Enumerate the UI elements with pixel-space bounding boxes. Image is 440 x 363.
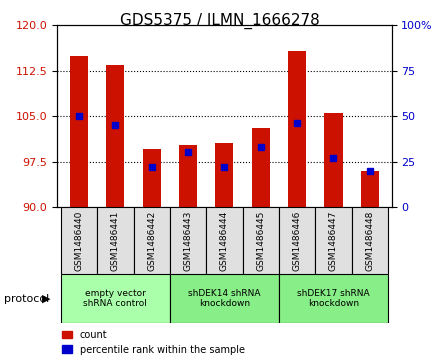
FancyBboxPatch shape: [170, 207, 206, 274]
Bar: [361, 171, 379, 207]
FancyBboxPatch shape: [61, 207, 97, 274]
Bar: [106, 65, 125, 207]
FancyBboxPatch shape: [206, 207, 242, 274]
Text: GSM1486444: GSM1486444: [220, 211, 229, 270]
Bar: [143, 150, 161, 207]
FancyBboxPatch shape: [97, 207, 133, 274]
Text: GSM1486447: GSM1486447: [329, 210, 338, 271]
FancyBboxPatch shape: [279, 207, 315, 274]
Legend: count, percentile rank within the sample: count, percentile rank within the sample: [62, 330, 245, 355]
Text: GSM1486446: GSM1486446: [293, 210, 301, 271]
FancyBboxPatch shape: [315, 207, 352, 274]
Bar: [288, 51, 306, 207]
FancyBboxPatch shape: [133, 207, 170, 274]
Bar: [252, 128, 270, 207]
Text: GDS5375 / ILMN_1666278: GDS5375 / ILMN_1666278: [120, 13, 320, 29]
FancyBboxPatch shape: [61, 274, 170, 323]
FancyBboxPatch shape: [170, 274, 279, 323]
Text: GSM1486443: GSM1486443: [183, 210, 193, 271]
Text: GSM1486440: GSM1486440: [74, 210, 84, 271]
Text: GSM1486441: GSM1486441: [111, 210, 120, 271]
Text: GSM1486448: GSM1486448: [365, 210, 374, 271]
FancyBboxPatch shape: [279, 274, 388, 323]
Bar: [324, 113, 342, 207]
Bar: [70, 56, 88, 207]
Text: shDEK17 shRNA
knockdown: shDEK17 shRNA knockdown: [297, 289, 370, 308]
Text: protocol: protocol: [4, 294, 50, 303]
Text: empty vector
shRNA control: empty vector shRNA control: [84, 289, 147, 308]
Text: GSM1486445: GSM1486445: [256, 210, 265, 271]
FancyBboxPatch shape: [242, 207, 279, 274]
Bar: [179, 144, 197, 207]
Text: GSM1486442: GSM1486442: [147, 211, 156, 270]
FancyBboxPatch shape: [352, 207, 388, 274]
Text: shDEK14 shRNA
knockdown: shDEK14 shRNA knockdown: [188, 289, 260, 308]
Bar: [215, 143, 234, 207]
Text: ▶: ▶: [42, 294, 50, 303]
